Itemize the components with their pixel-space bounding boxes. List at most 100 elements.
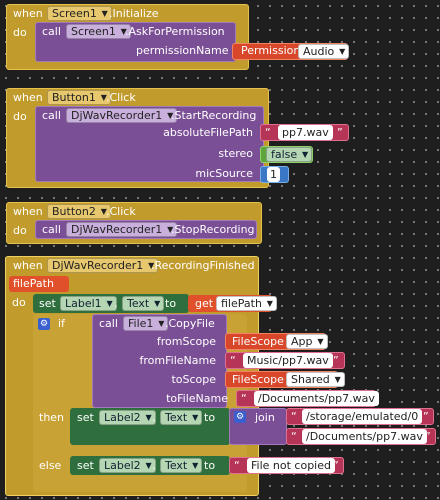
dropdown-arrow-icon: ▼ [334, 375, 341, 384]
dropdown-arrow-icon: ▼ [120, 27, 127, 36]
join-item2-field[interactable]: /Documents/pp7.wav [302, 429, 427, 444]
dropdown-arrow-icon: ▼ [167, 111, 174, 120]
when-label: when [13, 91, 43, 104]
when-label: when [13, 205, 43, 218]
method-name: .StartRecording [171, 109, 257, 122]
quote-open-icon: “ [291, 430, 297, 443]
dropdown-arrow-icon: ▼ [192, 413, 199, 422]
quote-close-icon: ” [425, 430, 431, 443]
component-dropdown-screen1-call[interactable]: Screen1 ▼ [66, 24, 131, 39]
gear-icon[interactable]: ⚙ [234, 411, 246, 423]
get-label: get [195, 297, 214, 310]
dropdown-arrow-icon: ▼ [100, 207, 107, 216]
param-mic-source: micSource [195, 167, 253, 180]
event-name: .Initialize [109, 7, 159, 20]
component-name: Button1 [52, 91, 96, 104]
quote-open-icon: “ [265, 126, 271, 139]
component-name: DjWavRecorder1 [52, 259, 144, 272]
event-name: .Click [106, 91, 136, 104]
component-dropdown-button2[interactable]: Button2 ▼ [47, 204, 111, 219]
do-label: do [13, 26, 27, 39]
to-file-field[interactable]: /Documents/pp7.wav [254, 391, 379, 406]
dropdown-arrow-icon: ▼ [158, 319, 165, 328]
component-name: Screen1 [71, 25, 116, 38]
component-name: Label2 [104, 459, 141, 472]
component-dropdown-recorder[interactable]: DjWavRecorder1 ▼ [66, 108, 178, 123]
permission-value: Audio [303, 45, 335, 58]
property-name: Text [165, 411, 188, 424]
param-from-file-name: fromFileName [139, 354, 216, 367]
variable-dropdown-file-path[interactable]: filePath ▼ [216, 296, 277, 311]
param-from-scope: fromScope [156, 335, 216, 348]
to-label: to [204, 459, 216, 472]
file-path-parameter[interactable] [9, 276, 69, 292]
gear-icon[interactable]: ⚙ [38, 318, 50, 330]
dropdown-arrow-icon: ▼ [192, 461, 199, 470]
component-dropdown-label1[interactable]: Label1 ▼ [60, 296, 117, 311]
quote-close-icon: ” [333, 459, 339, 472]
property-dropdown-text[interactable]: Text ▼ [160, 458, 203, 473]
file-path-field[interactable]: pp7.wav [278, 125, 333, 140]
stereo-value: false [271, 148, 298, 161]
component-name: File1 [128, 317, 154, 330]
variable-name: filePath [221, 297, 262, 310]
component-dropdown-label2[interactable]: Label2 ▼ [99, 458, 156, 473]
dot-separator: . [152, 411, 156, 424]
dot-separator: . [152, 459, 156, 472]
else-text-field[interactable]: File not copied [247, 458, 335, 473]
quote-open-icon: “ [241, 392, 247, 405]
filescope-label: FileScope [232, 335, 284, 348]
set-label: set [77, 459, 94, 472]
component-dropdown-file1[interactable]: File1 ▼ [123, 316, 169, 331]
set-label: set [39, 297, 56, 310]
dropdown-arrow-icon: ▼ [154, 299, 161, 308]
dropdown-arrow-icon: ▼ [145, 461, 152, 470]
mic-source-field[interactable]: 1 [267, 167, 280, 182]
component-name: DjWavRecorder1 [71, 109, 163, 122]
do-label: do [13, 224, 27, 237]
component-dropdown-recorder[interactable]: DjWavRecorder1 ▼ [47, 258, 159, 273]
component-dropdown-button1[interactable]: Button1 ▼ [47, 90, 111, 105]
from-scope-dropdown[interactable]: App ▼ [286, 334, 328, 349]
param-stereo: stereo [218, 147, 253, 160]
if-label: if [58, 317, 65, 330]
quote-open-icon: “ [291, 410, 297, 423]
dropdown-arrow-icon: ▼ [317, 337, 324, 346]
dropdown-arrow-icon: ▼ [339, 47, 346, 56]
property-dropdown-text[interactable]: Text ▼ [160, 410, 203, 425]
component-dropdown-recorder[interactable]: DjWavRecorder1 ▼ [66, 222, 178, 237]
quote-close-icon: ” [333, 354, 339, 367]
dropdown-arrow-icon: ▼ [106, 299, 113, 308]
else-label: else [39, 459, 62, 472]
component-dropdown-label2[interactable]: Label2 ▼ [99, 410, 156, 425]
join-label: join [255, 411, 275, 424]
param-file-path: filePath [13, 277, 54, 290]
dot-separator: . [114, 297, 118, 310]
component-dropdown-screen1[interactable]: Screen1 ▼ [47, 6, 112, 21]
to-label: to [165, 297, 177, 310]
quote-close-icon: ” [364, 392, 370, 405]
dropdown-arrow-icon: ▼ [145, 413, 152, 422]
to-label: to [204, 411, 216, 424]
event-name: .Click [106, 205, 136, 218]
property-name: Text [165, 459, 188, 472]
quote-close-icon: ” [423, 410, 429, 423]
to-scope-dropdown[interactable]: Shared ▼ [286, 372, 345, 387]
permission-dropdown[interactable]: Audio ▼ [298, 44, 350, 59]
call-label: call [99, 317, 118, 330]
then-label: then [39, 411, 65, 424]
when-label: when [13, 7, 43, 20]
dropdown-arrow-icon: ▼ [167, 225, 174, 234]
stereo-dropdown[interactable]: false ▼ [266, 147, 313, 162]
property-dropdown-text[interactable]: Text ▼ [122, 296, 165, 311]
component-name: Label2 [104, 411, 141, 424]
method-name: .CopyFile [165, 317, 215, 330]
dropdown-arrow-icon: ▼ [148, 261, 155, 270]
from-file-field[interactable]: Music/pp7.wav [243, 353, 333, 368]
param-to-scope: toScope [171, 373, 216, 386]
param-absolute-file-path: absoluteFilePath [163, 126, 253, 139]
do-label: do [13, 110, 27, 123]
join-item1-field[interactable]: /storage/emulated/0 [302, 409, 423, 424]
call-label: call [42, 109, 61, 122]
permission-label: Permission [241, 44, 301, 57]
